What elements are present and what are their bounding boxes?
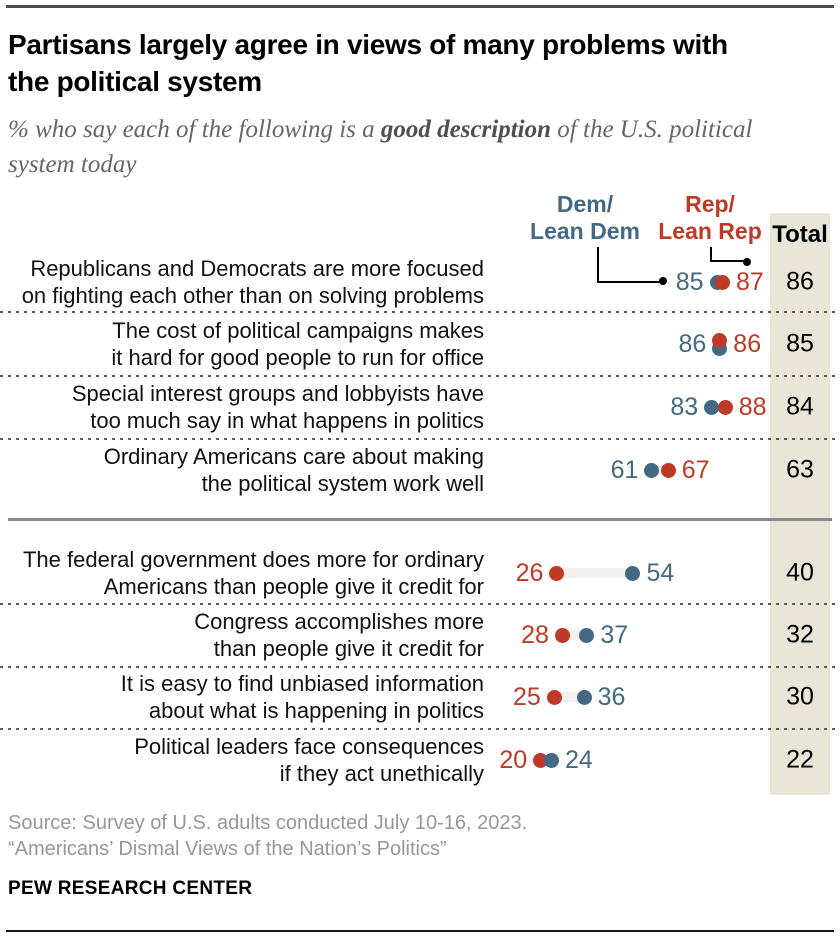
row-statement: Republicans and Democrats are more focus… — [21, 256, 484, 308]
source-line-2: “Americans’ Dismal Views of the Nation’s… — [8, 838, 447, 860]
rep-dot — [660, 462, 676, 478]
dot-plot-area: 86 86 — [0, 316, 840, 372]
chart-row: 26 54 The federal government does more fo… — [0, 545, 840, 601]
legend-rep-line2: Lean Rep — [658, 218, 762, 244]
dotted-separator — [0, 375, 840, 377]
dotted-separator — [0, 666, 840, 668]
dotted-separator — [0, 311, 840, 313]
legend-rep: Rep/ Lean Rep — [658, 191, 762, 245]
dot-connector-bar — [554, 692, 585, 702]
rep-value-label: 28 — [521, 621, 549, 649]
bottom-rule — [6, 930, 834, 932]
chart-row: 61 67 Ordinary Americans care about makin… — [0, 442, 840, 498]
dem-value-label: 86 — [678, 330, 707, 358]
dem-value-label: 37 — [600, 621, 629, 649]
dem-value-label: 61 — [610, 456, 639, 484]
rep-dot — [549, 565, 565, 581]
dot-plot-area: 28 37 — [0, 607, 840, 663]
rep-dot — [717, 399, 733, 415]
row-statement: The federal government does more for ord… — [22, 547, 484, 599]
row-statement: Ordinary Americans care about making the… — [103, 444, 484, 496]
rep-dot — [554, 627, 570, 643]
dot-connector-bar — [556, 568, 633, 578]
dem-dot — [704, 399, 720, 415]
chart-subtitle: % who say each of the following is a goo… — [8, 112, 820, 182]
total-value: 63 — [786, 455, 814, 484]
chart-row: 86 86 The cost of political campaigns mak… — [0, 316, 840, 372]
dem-dot — [579, 627, 595, 643]
dem-value-label: 24 — [565, 746, 593, 774]
legend-rep-line1: Rep/ — [685, 191, 735, 217]
chart-row: 28 37 Congress accomplishes more than peo… — [0, 607, 840, 663]
row-statement: Special interest groups and lobbyists ha… — [71, 381, 484, 433]
legend-dem: Dem/ Lean Dem — [520, 191, 650, 245]
dem-value-label: 36 — [597, 683, 626, 711]
page-title: Partisans largely agree in views of many… — [8, 26, 728, 100]
dem-value-label: 54 — [646, 559, 675, 587]
rep-dot — [715, 274, 731, 290]
total-column-background — [770, 213, 830, 795]
title-line-2: the political system — [8, 66, 262, 97]
chart-row: 83 88 Special interest groups and lobbyis… — [0, 379, 840, 435]
dot-connector-bar — [651, 465, 669, 475]
subtitle-bold: good description — [380, 116, 552, 143]
dot-plot-area: 83 88 — [0, 379, 840, 435]
chart-row: 85 87 Republicans and Democrats are more … — [0, 254, 840, 310]
legend-dem-line1: Dem/ — [556, 191, 614, 217]
total-value: 32 — [786, 620, 814, 649]
dem-dot — [544, 752, 560, 768]
source-line-1: Source: Survey of U.S. adults conducted … — [8, 812, 528, 834]
dot-plot-area: 26 54 — [0, 545, 840, 601]
subtitle-prefix: % who say each of the following is a — [8, 116, 381, 143]
dot-plot-area: 61 67 — [0, 442, 840, 498]
row-statement: It is easy to find unbiased information … — [120, 671, 484, 723]
dem-dot — [625, 565, 641, 581]
row-statement: Congress accomplishes more than people g… — [194, 609, 484, 661]
total-value: 40 — [786, 558, 814, 587]
dem-dot — [576, 689, 592, 705]
rep-value-label: 88 — [738, 393, 767, 421]
total-value: 84 — [786, 392, 814, 421]
row-statement: The cost of political campaigns makes it… — [111, 318, 484, 370]
total-value: 85 — [786, 329, 814, 358]
chart-row: 25 36 It is easy to find unbiased informa… — [0, 669, 840, 725]
total-value: 30 — [786, 682, 814, 711]
rep-value-label: 86 — [733, 330, 762, 358]
dotted-separator — [0, 728, 840, 730]
dotted-separator — [0, 438, 840, 440]
dot-plot-area: 20 24 — [0, 732, 840, 788]
rep-value-label: 26 — [515, 559, 544, 587]
subtitle-suffix: of the U.S. political system today — [8, 116, 753, 178]
rep-dot — [712, 333, 728, 348]
dot-plot-area: 85 87 — [0, 254, 840, 310]
dotted-separator — [0, 603, 840, 605]
chart-row: 20 24 Political leaders face consequences… — [0, 732, 840, 788]
pew-research-center-wordmark: PEW RESEARCH CENTER — [8, 878, 253, 899]
dot-plot-area: 25 36 — [0, 669, 840, 725]
dot-connector-bar — [562, 630, 587, 640]
total-value: 22 — [786, 745, 814, 774]
rep-callout-line — [710, 247, 749, 262]
top-rule — [6, 5, 834, 8]
title-line-1: Partisans largely agree in views of many… — [8, 29, 728, 60]
total-value: 86 — [786, 267, 814, 296]
rep-dot — [546, 689, 562, 705]
group-divider — [8, 518, 832, 521]
rep-value-label: 20 — [499, 746, 528, 774]
source-note: Source: Survey of U.S. adults conducted … — [8, 810, 527, 862]
rep-value-label: 25 — [512, 683, 541, 711]
dem-callout-line — [597, 247, 663, 283]
row-statement: Political leaders face consequences if t… — [134, 734, 484, 786]
legend-dem-line2: Lean Dem — [530, 218, 640, 244]
dem-callout-dot — [659, 277, 667, 285]
rep-value-label: 87 — [736, 268, 764, 296]
dem-value-label: 85 — [675, 268, 704, 296]
rep-callout-dot — [743, 258, 751, 266]
dem-dot — [644, 462, 660, 478]
total-column-header: Total — [772, 221, 828, 248]
dem-value-label: 83 — [670, 393, 699, 421]
rep-value-label: 67 — [681, 456, 710, 484]
